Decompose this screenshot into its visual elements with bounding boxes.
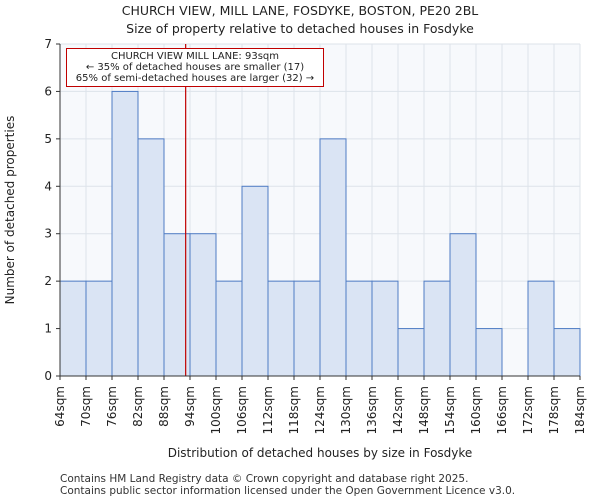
bar <box>241 185 269 377</box>
y-tick-label: 3 <box>44 227 52 241</box>
x-tick-label: 136sqm <box>365 386 379 434</box>
y-tick-label: 7 <box>44 37 52 51</box>
y-tick-label: 0 <box>44 369 52 383</box>
bar <box>111 90 139 377</box>
x-tick-label: 118sqm <box>287 386 301 434</box>
x-tick-label: 88sqm <box>157 386 171 427</box>
x-tick-label: 184sqm <box>573 386 587 434</box>
bar <box>423 280 451 377</box>
marker-annotation: CHURCH VIEW MILL LANE: 93sqm ← 35% of de… <box>66 48 324 87</box>
x-tick-label: 112sqm <box>261 386 275 434</box>
y-tick-label: 4 <box>44 179 52 193</box>
bar <box>553 328 581 377</box>
bar <box>397 328 425 377</box>
bar <box>371 280 399 377</box>
x-tick-label: 106sqm <box>235 386 249 434</box>
x-tick-label: 70sqm <box>79 386 93 427</box>
x-tick-label: 166sqm <box>495 386 509 434</box>
bar <box>59 280 87 377</box>
y-axis-label: Number of detached properties <box>3 116 17 305</box>
bar <box>137 138 165 377</box>
x-tick-label: 172sqm <box>521 386 535 434</box>
y-tick-label: 5 <box>44 132 52 146</box>
x-tick-label: 178sqm <box>547 386 561 434</box>
annotation-line-2: ← 35% of detached houses are smaller (17… <box>85 62 305 73</box>
x-tick-label: 82sqm <box>131 386 145 427</box>
y-tick-label: 6 <box>44 84 52 98</box>
chart-title: CHURCH VIEW, MILL LANE, FOSDYKE, BOSTON,… <box>121 3 479 18</box>
footer-licence: Contains public sector information licen… <box>60 485 516 497</box>
x-tick-label: 154sqm <box>443 386 457 434</box>
footer-copyright: Contains HM Land Registry data © Crown c… <box>60 473 469 485</box>
annotation-line-3: 65% of semi-detached houses are larger (… <box>75 73 315 84</box>
bar <box>527 280 555 377</box>
x-tick-label: 100sqm <box>209 386 223 434</box>
y-tick-label: 1 <box>44 322 52 336</box>
x-tick-label: 94sqm <box>183 386 197 427</box>
x-axis-label: Distribution of detached houses by size … <box>168 446 473 460</box>
bar <box>215 280 243 377</box>
x-tick-label: 148sqm <box>417 386 431 434</box>
bar <box>267 280 295 377</box>
x-tick-label: 76sqm <box>105 386 119 427</box>
bar <box>319 138 347 377</box>
bar <box>189 233 217 377</box>
bar <box>449 233 477 377</box>
annotation-line-1: CHURCH VIEW MILL LANE: 93sqm <box>110 51 280 62</box>
x-tick-label: 160sqm <box>469 386 483 434</box>
bar <box>475 328 503 377</box>
x-tick-label: 130sqm <box>339 386 353 434</box>
x-tick-label: 124sqm <box>313 386 327 434</box>
x-tick-label: 142sqm <box>391 386 405 434</box>
bar <box>85 280 113 377</box>
bar <box>345 280 373 377</box>
y-tick-label: 2 <box>44 274 52 288</box>
bar <box>293 280 321 377</box>
chart-subtitle: Size of property relative to detached ho… <box>126 21 474 36</box>
x-tick-label: 64sqm <box>53 386 67 427</box>
